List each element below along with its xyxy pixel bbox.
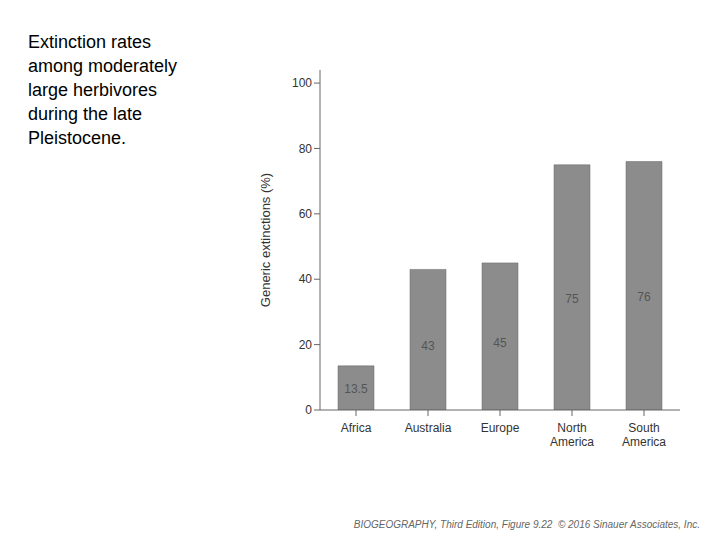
svg-text:43: 43 <box>421 339 435 353</box>
svg-text:20: 20 <box>299 338 313 352</box>
html-text:Extinction rates among moderat: Extinction rates among moderately large … <box>28 32 178 148</box>
svg-text:60: 60 <box>299 207 313 221</box>
svg-text:100: 100 <box>292 76 312 90</box>
svg-text:80: 80 <box>299 142 313 156</box>
svg-text:SouthAmerica: SouthAmerica <box>622 421 666 449</box>
svg-text:76: 76 <box>637 290 651 304</box>
svg-text:0: 0 <box>305 403 312 417</box>
svg-text:Generic extinctions (%): Generic extinctions (%) <box>258 173 273 307</box>
svg-text:NorthAmerica: NorthAmerica <box>550 421 594 449</box>
html-text:BIOGEOGRAPHY, Third Edition, F: BIOGEOGRAPHY, Third Edition, Figure 9.22… <box>353 519 700 530</box>
svg-text:Africa: Africa <box>341 421 372 435</box>
svg-text:40: 40 <box>299 272 313 286</box>
svg-text:13.5: 13.5 <box>344 382 368 396</box>
svg-text:75: 75 <box>565 292 579 306</box>
svg-text:Australia: Australia <box>405 421 452 435</box>
svg-text:45: 45 <box>493 336 507 350</box>
svg-text:Europe: Europe <box>481 421 520 435</box>
